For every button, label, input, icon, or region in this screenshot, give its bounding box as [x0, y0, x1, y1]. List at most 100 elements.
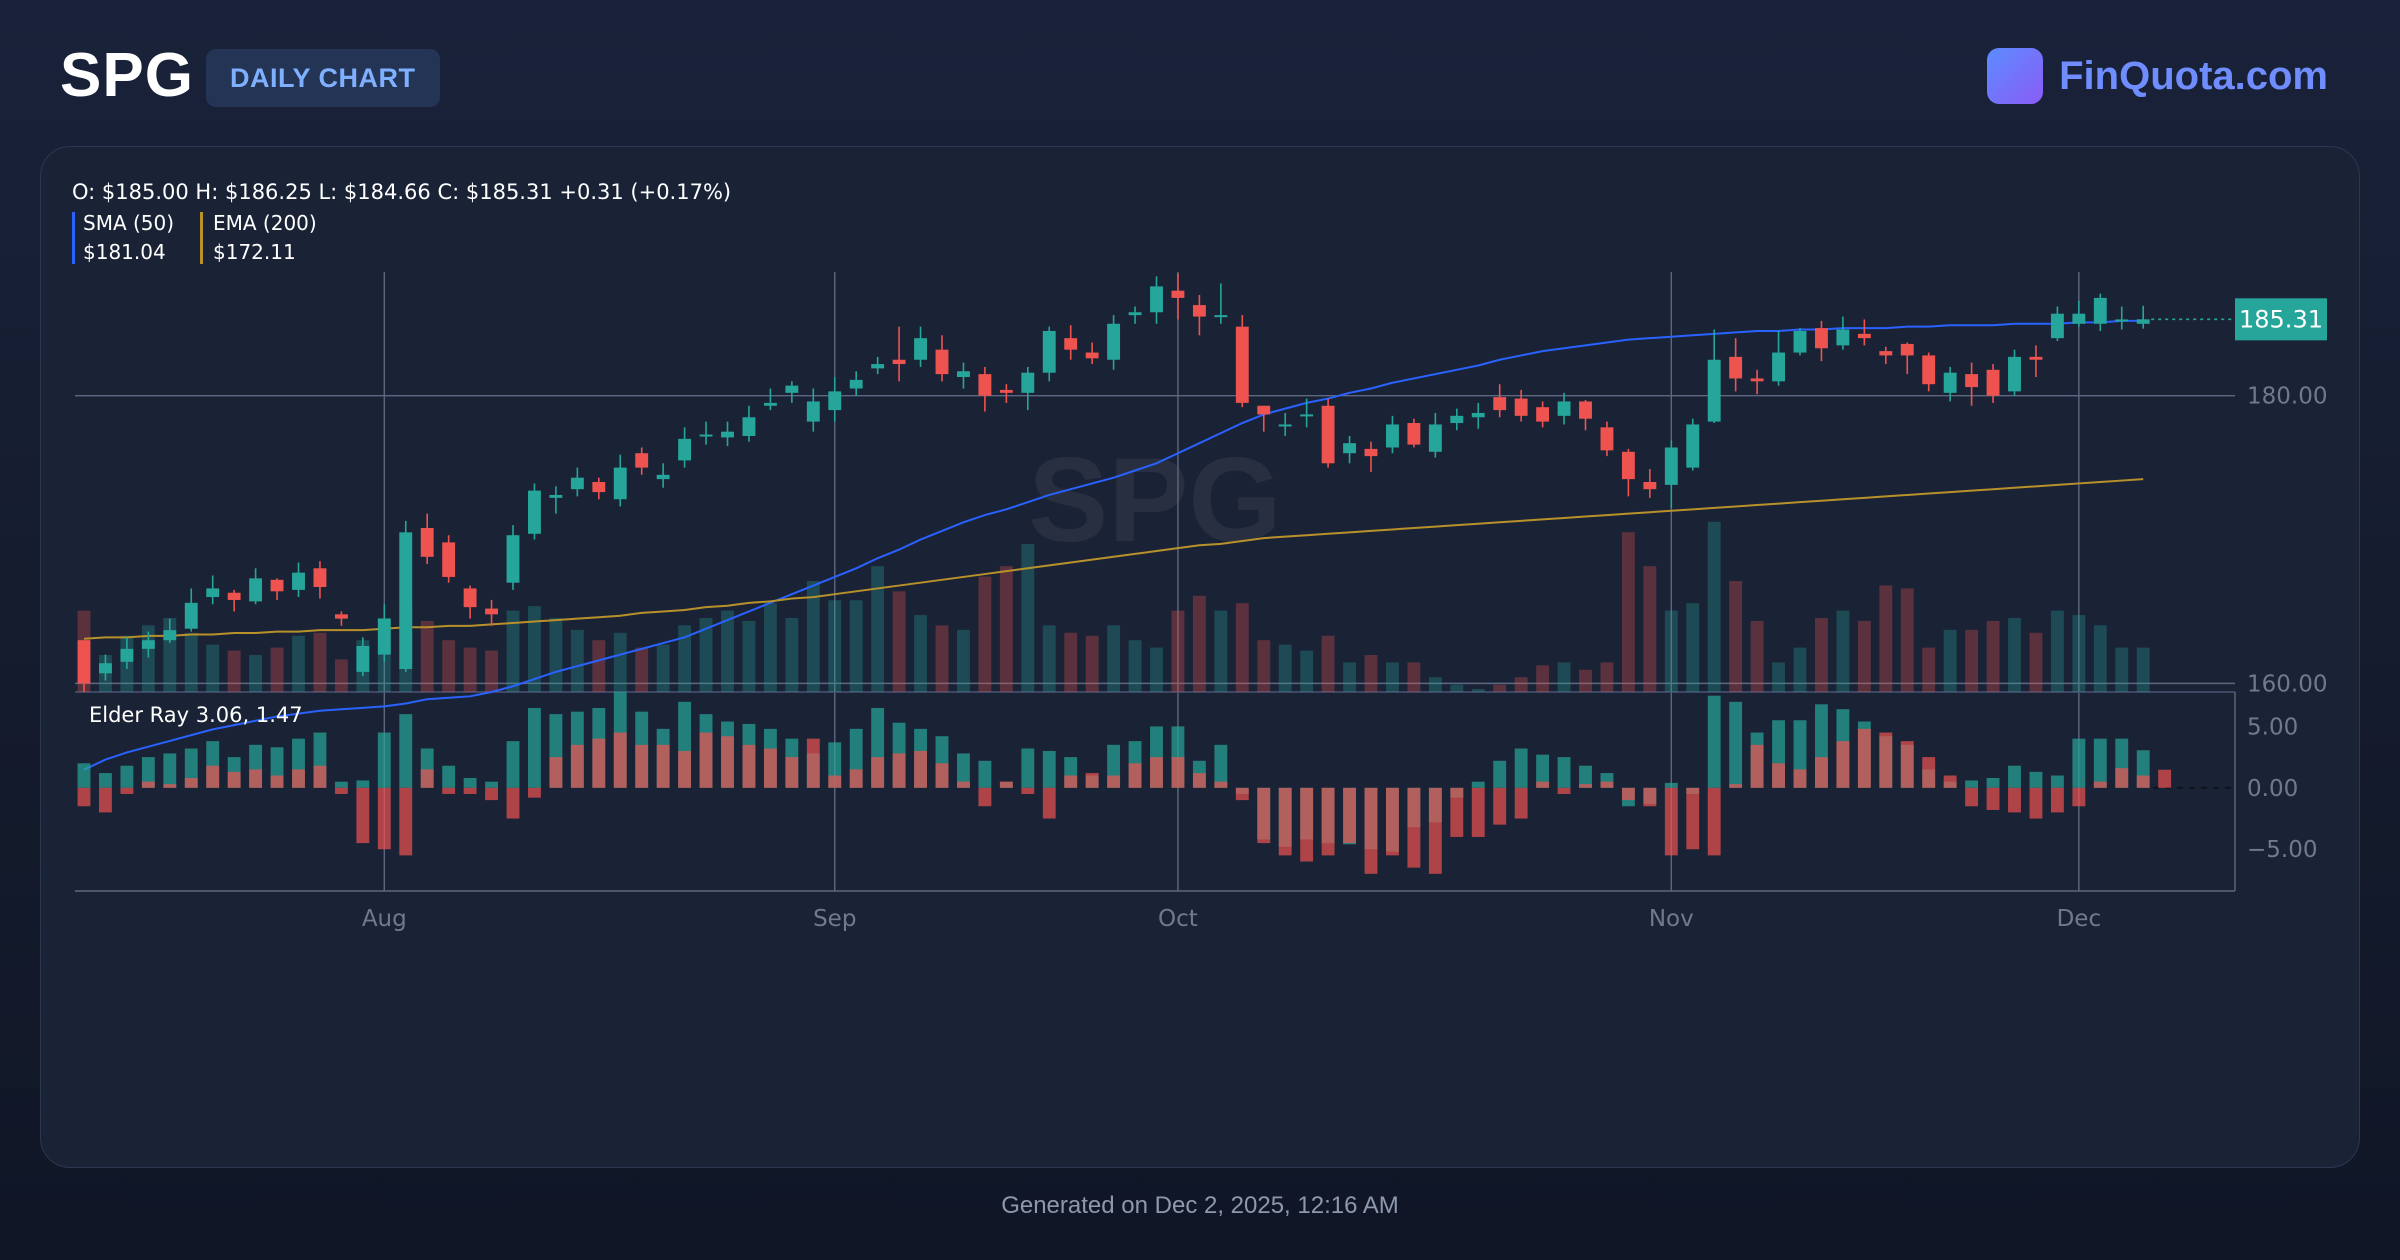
bear-power-bar — [1707, 787, 1721, 856]
candle-body — [420, 528, 434, 557]
volume-bar — [1579, 669, 1592, 692]
volume-bar — [1192, 595, 1206, 692]
bull-power-bar — [356, 780, 370, 788]
bull-power-bar — [2008, 765, 2021, 788]
candle-body — [1021, 372, 1035, 393]
volume-bar — [721, 610, 734, 692]
volume-bar — [1214, 610, 1228, 692]
volume-bar — [1815, 618, 1828, 692]
candle-body — [1514, 398, 1528, 416]
candle-body — [828, 391, 842, 411]
bear-power-bar — [742, 744, 756, 788]
candle-body — [1493, 397, 1507, 411]
volume-bar — [656, 644, 670, 692]
candle-body — [356, 645, 370, 672]
bear-power-bar — [699, 732, 713, 788]
bull-power-bar — [2072, 738, 2086, 788]
bear-power-bar — [227, 771, 241, 788]
bear-power-bar — [1257, 787, 1271, 844]
bull-power-bar — [1579, 765, 1592, 788]
candle-body — [2008, 356, 2021, 392]
volume-bar — [1450, 684, 1464, 692]
candle-body — [292, 572, 305, 590]
bear-power-bar — [141, 781, 155, 788]
volume-bar — [828, 600, 842, 692]
bull-power-bar — [1493, 760, 1507, 788]
volume-bar — [914, 615, 927, 692]
bull-power-bar — [1514, 748, 1528, 788]
candle-body — [785, 385, 799, 393]
ticker-symbol: SPG — [60, 41, 194, 110]
ohlc-readout: O: $185.00 H: $186.25 L: $184.66 C: $185… — [72, 180, 731, 204]
watermark-text: SPG — [1028, 433, 1281, 567]
bear-power-bar — [1386, 787, 1399, 856]
candle-body — [1171, 290, 1185, 298]
bear-power-bar — [678, 750, 692, 788]
candle-body — [485, 608, 498, 615]
bear-power-bar — [1364, 787, 1378, 874]
candle-body — [656, 474, 670, 480]
grid — [75, 272, 2236, 892]
elder-tick-label: −5.00 — [2247, 837, 2317, 863]
bear-power-bar — [1900, 741, 1914, 788]
bear-power-bar — [1750, 744, 1764, 788]
candle-body — [613, 467, 627, 500]
bear-power-bar — [1772, 763, 1785, 788]
bear-power-bar — [2136, 775, 2150, 788]
candle-body — [1643, 482, 1657, 490]
brand[interactable]: FinQuota.com — [1987, 46, 2328, 106]
brand-logo-icon — [1987, 48, 2044, 104]
bear-power-bar — [1471, 787, 1485, 837]
volume-bar — [999, 566, 1013, 692]
last-price-tag-text: 185.31 — [2239, 305, 2323, 333]
chart-area[interactable]: SPG 160.00 180.00 5.00 0.00 −5.00 Aug Sep Oct No… — [40, 146, 2358, 1166]
volume-bar — [1943, 629, 1957, 692]
volume-bar — [1686, 603, 1700, 692]
candle-body — [1557, 401, 1571, 416]
bear-power-bar — [206, 765, 220, 788]
volume-bar — [549, 618, 563, 692]
bull-power-bar — [1021, 748, 1035, 788]
bear-power-bar — [1986, 787, 2000, 810]
bear-power-bar — [356, 787, 370, 844]
candle-body — [206, 588, 220, 598]
volume-bar — [463, 647, 477, 692]
bear-power-bar — [1793, 769, 1807, 788]
candle-body — [377, 618, 391, 655]
volume-bar — [334, 659, 348, 692]
bear-power-bar — [1815, 757, 1828, 788]
candle-body — [1536, 407, 1550, 422]
volume-bar — [1321, 635, 1335, 692]
brand-name[interactable]: FinQuota.com — [2059, 53, 2328, 98]
time-tick-label: Nov — [1649, 906, 1694, 932]
bull-power-bar — [99, 773, 112, 788]
volume-bar — [785, 618, 799, 692]
volume-bar — [763, 603, 777, 692]
bear-power-bar — [914, 750, 927, 788]
candle-body — [1257, 405, 1271, 415]
volume-bar — [2115, 647, 2129, 692]
candle-body — [1450, 415, 1464, 424]
bear-power-bar — [635, 744, 649, 788]
volume-bar — [313, 632, 327, 692]
bear-power-bar — [420, 769, 434, 788]
volume-bar — [699, 618, 713, 692]
candle-body — [871, 364, 885, 369]
candle-body — [1922, 355, 1936, 385]
candle-body — [313, 568, 327, 587]
volume-bar — [1557, 662, 1571, 692]
bear-power-bar — [334, 787, 348, 794]
bear-power-bar — [313, 765, 327, 788]
volume-bar — [1150, 647, 1163, 692]
bear-power-bar — [592, 738, 606, 788]
bear-power-bar — [613, 732, 627, 788]
candle-body — [1621, 451, 1635, 480]
bull-power-bar — [141, 757, 155, 788]
candle-body — [1107, 323, 1121, 360]
bear-power-bar — [1943, 775, 1957, 788]
candle-body — [1857, 333, 1871, 339]
candle-body — [1321, 405, 1335, 464]
bear-power-bar — [1557, 787, 1571, 794]
candle-body — [2115, 319, 2129, 322]
timeframe-badge[interactable]: DAILY CHART — [206, 49, 440, 107]
